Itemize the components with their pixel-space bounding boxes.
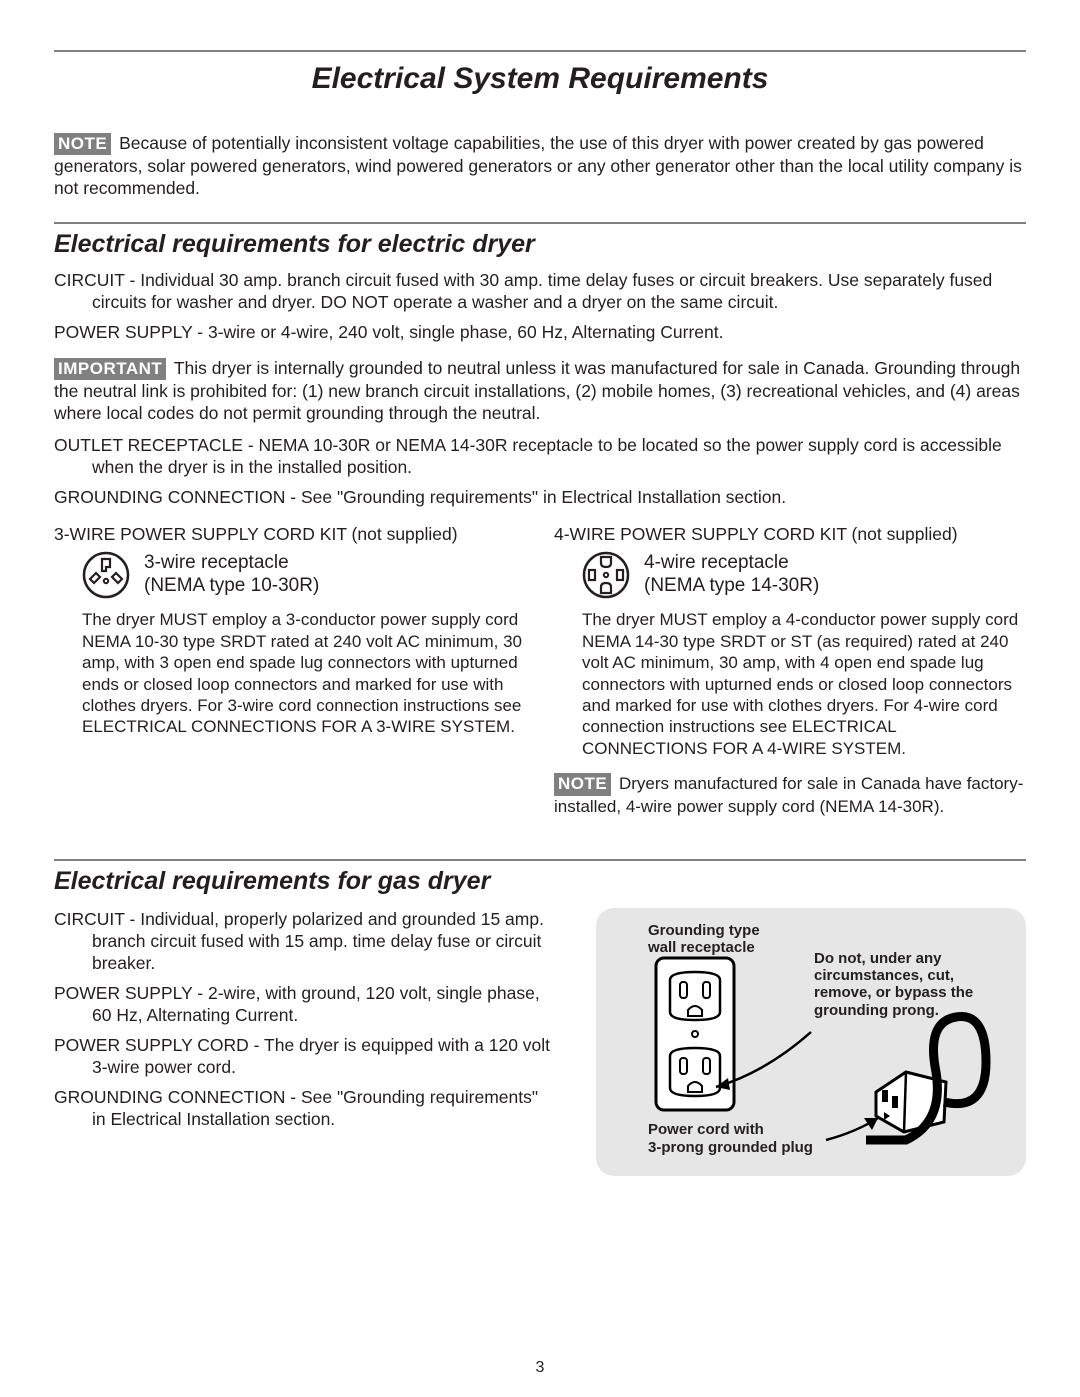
top-rule [54,50,1026,52]
wire4-desc: The dryer MUST employ a 4-conductor powe… [554,609,1026,759]
gas-cord: POWER SUPPLY CORD - The dryer is equippe… [54,1034,556,1078]
nema-10-30r-icon [82,551,130,599]
wire4-recept-label: 4-wire receptacle (NEMA type 14-30R) [644,552,819,598]
electric-circuit: CIRCUIT - Individual 30 amp. branch circ… [54,269,1026,313]
nema-14-30r-icon [582,551,630,599]
gas-row: CIRCUIT - Individual, properly polarized… [54,908,1026,1176]
gas-grounding: GROUNDING CONNECTION - See "Grounding re… [54,1086,556,1130]
electric-important: IMPORTANT This dryer is internally groun… [54,357,1026,425]
gas-heading: Electrical requirements for gas dryer [54,867,1026,896]
section-rule-1 [54,222,1026,224]
wire3-col: 3-WIRE POWER SUPPLY CORD KIT (not suppli… [54,524,526,817]
note-tag-2: NOTE [554,773,611,795]
wire4-receptacle-row: 4-wire receptacle (NEMA type 14-30R) [554,551,1026,599]
electric-important-text: This dryer is internally grounded to neu… [54,358,1020,423]
wire3-kit-title: 3-WIRE POWER SUPPLY CORD KIT (not suppli… [54,524,526,545]
outlet-diagram: Grounding type wall receptacle Do not, u… [596,908,1026,1176]
important-tag: IMPORTANT [54,358,166,380]
electric-outlet: OUTLET RECEPTACLE - NEMA 10-30R or NEMA … [54,434,1026,478]
wire4-canada-text: Dryers manufactured for sale in Canada h… [554,774,1023,815]
wire4-col: 4-WIRE POWER SUPPLY CORD KIT (not suppli… [554,524,1026,817]
wire-columns: 3-WIRE POWER SUPPLY CORD KIT (not suppli… [54,524,1026,817]
electric-power-supply: POWER SUPPLY - 3-wire or 4-wire, 240 vol… [54,321,1026,343]
electric-grounding: GROUNDING CONNECTION - See "Grounding re… [54,486,1026,508]
wire3-recept-line2: (NEMA type 10-30R) [144,575,319,596]
section-rule-2 [54,859,1026,861]
page-title: Electrical System Requirements [54,62,1026,96]
gas-circuit: CIRCUIT - Individual, properly polarized… [54,908,556,974]
wire4-kit-title: 4-WIRE POWER SUPPLY CORD KIT (not suppli… [554,524,1026,545]
electric-heading: Electrical requirements for electric dry… [54,230,1026,259]
wire3-receptacle-row: 3-wire receptacle (NEMA type 10-30R) [54,551,526,599]
wire3-recept-label: 3-wire receptacle (NEMA type 10-30R) [144,552,319,598]
wire4-canada-note: NOTE Dryers manufactured for sale in Can… [554,773,1026,817]
note-tag: NOTE [54,133,111,155]
gas-left: CIRCUIT - Individual, properly polarized… [54,908,556,1176]
wire3-recept-line1: 3-wire receptacle [144,552,289,573]
gas-diagram-container: Grounding type wall receptacle Do not, u… [596,908,1026,1176]
wire4-recept-line1: 4-wire receptacle [644,552,789,573]
wire4-recept-line2: (NEMA type 14-30R) [644,575,819,596]
outlet-plug-icon [616,922,1006,1162]
page-number: 3 [0,1359,1080,1377]
gas-power-supply: POWER SUPPLY - 2-wire, with ground, 120 … [54,982,556,1026]
intro-note: NOTE Because of potentially inconsistent… [54,132,1026,200]
intro-note-text: Because of potentially inconsistent volt… [54,133,1022,198]
wire3-desc: The dryer MUST employ a 3-conductor powe… [54,609,526,737]
